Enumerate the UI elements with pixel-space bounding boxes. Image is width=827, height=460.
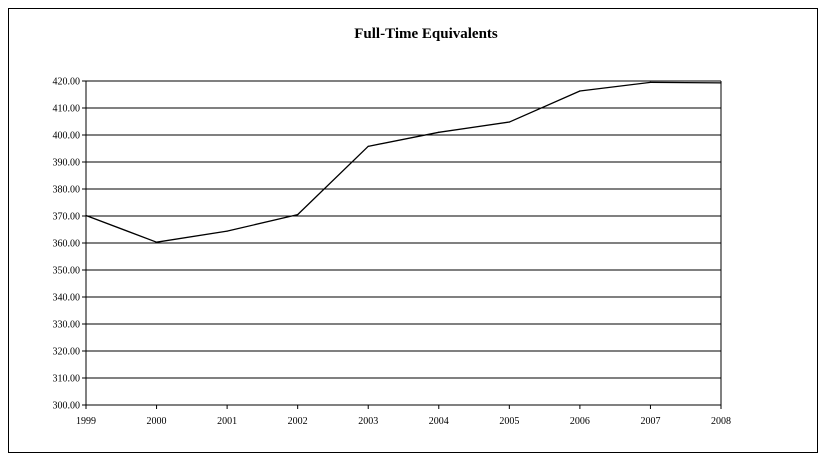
y-tick-label: 380.00: [53, 185, 81, 196]
x-tick-label: 1999: [76, 416, 96, 427]
x-tick-label: 2004: [429, 416, 449, 427]
x-tick-label: 2005: [499, 416, 519, 427]
x-tick-label: 2002: [288, 416, 308, 427]
x-tick-label: 2006: [570, 416, 590, 427]
series-line-segment: [85, 214, 158, 243]
x-tick-label: 2000: [147, 416, 167, 427]
series-line-segment: [155, 230, 228, 243]
series-line-segment: [579, 81, 652, 92]
y-tick-label: 320.00: [53, 347, 81, 358]
y-tick-label: 300.00: [53, 401, 81, 412]
y-tick-label: 410.00: [53, 104, 81, 115]
x-tick-label: 2007: [640, 416, 660, 427]
y-tick-label: 400.00: [53, 131, 81, 142]
series-line-segment: [508, 90, 581, 123]
y-tick-label: 330.00: [53, 320, 81, 331]
series-line-segment: [226, 213, 299, 232]
gridlines: [86, 80, 721, 406]
y-tick-label: 420.00: [53, 77, 81, 88]
y-tick-label: 370.00: [53, 212, 81, 223]
series-line-segment: [438, 121, 510, 133]
y-tick-label: 350.00: [53, 266, 81, 277]
series-lines: [85, 81, 722, 243]
y-axis-ticks: 300.00 310.00 320.00 330.00 340.00 350.00 360.…: [53, 77, 86, 412]
series-line-segment: [367, 131, 440, 147]
chart-title: Full-Time Equivalents: [354, 26, 498, 42]
y-tick-label: 390.00: [53, 158, 81, 169]
series-line-segment: [649, 81, 722, 84]
x-axis-ticks: 1999 2000 2001 2002 2003 2004 2005 2006 2007 2008: [76, 405, 731, 427]
x-tick-label: 2008: [711, 416, 731, 427]
series-line-segment: [297, 145, 369, 216]
x-tick-label: 2001: [217, 416, 237, 427]
x-tick-label: 2003: [358, 416, 378, 427]
y-tick-label: 310.00: [53, 374, 81, 385]
y-tick-label: 340.00: [53, 293, 81, 304]
y-tick-label: 360.00: [53, 239, 81, 250]
